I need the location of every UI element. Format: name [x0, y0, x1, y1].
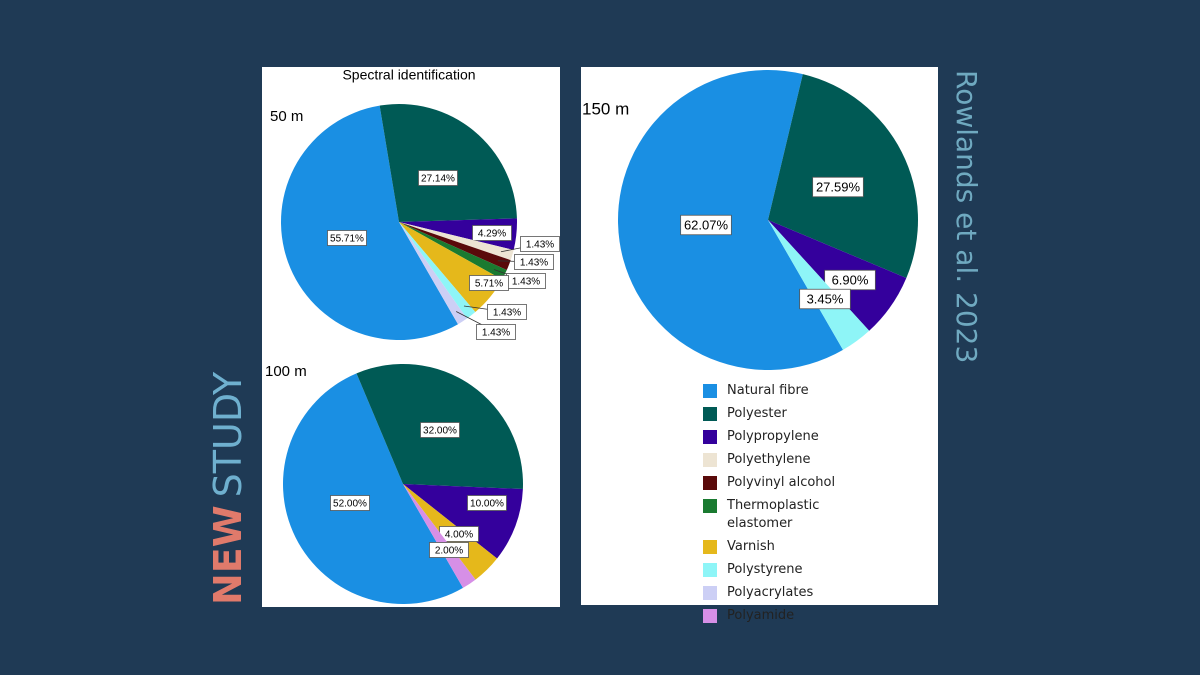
- legend-item: Polyacrylates: [703, 584, 843, 602]
- legend-swatch: [703, 563, 717, 577]
- data-label: 1.43%: [526, 240, 554, 251]
- pie-slice: [379, 104, 517, 222]
- legend-label: Polyvinyl alcohol: [727, 475, 836, 490]
- legend-swatch: [703, 430, 717, 444]
- label-box: [330, 495, 370, 511]
- legend-item: Polyester: [703, 405, 843, 423]
- data-label: 1.43%: [520, 258, 548, 269]
- label-box: [467, 495, 507, 511]
- chart-subtitle: 150 m: [582, 99, 629, 118]
- legend-item: Polystyrene: [703, 561, 843, 579]
- label-box: [327, 230, 367, 246]
- legend: Natural fibre Polyester Polypropylene Polye…: [703, 382, 843, 630]
- legend-label: Polystyrene: [727, 562, 803, 577]
- new-label: NEW: [206, 505, 250, 605]
- label-box: [420, 422, 460, 438]
- legend-label: Natural fibre: [727, 383, 809, 398]
- legend-swatch: [703, 384, 717, 398]
- data-label: 52.00%: [333, 499, 367, 510]
- label-box: [469, 275, 509, 291]
- pie-slice: [403, 484, 476, 588]
- legend-swatch: [703, 586, 717, 600]
- pie-slice: [768, 220, 870, 350]
- data-label: 4.00%: [445, 530, 473, 541]
- label-box: [487, 304, 527, 320]
- label-box: [812, 176, 864, 198]
- label-box: [799, 288, 851, 310]
- data-label: 1.43%: [512, 277, 540, 288]
- legend-swatch: [703, 453, 717, 467]
- data-label: 4.29%: [478, 229, 506, 240]
- data-label: 3.45%: [807, 291, 844, 306]
- label-box: [514, 254, 554, 270]
- legend-swatch: [703, 499, 717, 513]
- data-label: 32.00%: [423, 426, 457, 437]
- data-label: 10.00%: [470, 499, 504, 510]
- legend-item: Natural fibre: [703, 382, 843, 400]
- legend-item: Polyethylene: [703, 451, 843, 469]
- label-box: [476, 324, 516, 340]
- slide-label: NEW STUDY: [206, 371, 250, 605]
- citation: Rowlands et al. 2023: [950, 70, 983, 363]
- pie-slice: [399, 222, 507, 280]
- data-label: 27.59%: [816, 179, 861, 194]
- legend-label: Varnish: [727, 539, 775, 554]
- legend-item: Polypropylene: [703, 428, 843, 446]
- pie-slice: [281, 105, 458, 340]
- label-box: [429, 542, 469, 558]
- legend-item: Varnish: [703, 538, 843, 556]
- pie-slice: [282, 373, 463, 605]
- legend-label: Polyethylene: [727, 452, 811, 467]
- label-box: [680, 214, 732, 236]
- chart-subtitle: 50 m: [270, 108, 303, 125]
- legend-label: Polyamide: [727, 608, 795, 623]
- pie-slice: [399, 222, 511, 270]
- data-label: 62.07%: [684, 217, 729, 232]
- legend-item: Thermoplastic elastomer: [703, 497, 843, 533]
- study-label: STUDY: [206, 371, 250, 497]
- data-label: 5.71%: [475, 279, 503, 290]
- pie-slice: [399, 222, 476, 319]
- data-label: 27.14%: [421, 174, 455, 185]
- data-label: 55.71%: [330, 234, 364, 245]
- pie-slice: [399, 222, 514, 261]
- data-label: 1.43%: [493, 308, 521, 319]
- pie-slice: [399, 222, 467, 325]
- legend-swatch: [703, 476, 717, 490]
- legend-swatch: [703, 609, 717, 623]
- legend-label: Thermoplastic elastomer: [727, 498, 820, 531]
- legend-label: Polyacrylates: [727, 585, 814, 600]
- label-box: [520, 236, 560, 252]
- legend-item: Polyvinyl alcohol: [703, 474, 843, 492]
- legend-swatch: [703, 407, 717, 421]
- legend-item: Polyamide: [703, 607, 843, 625]
- pie-slice: [768, 74, 918, 278]
- chart-title: Spectral identification: [342, 67, 475, 83]
- data-label: 6.90%: [832, 272, 869, 287]
- legend-label: Polypropylene: [727, 429, 819, 444]
- label-box: [418, 170, 458, 186]
- legend-label: Polyester: [727, 406, 787, 421]
- data-label: 2.00%: [435, 546, 463, 557]
- data-label: 1.43%: [482, 328, 510, 339]
- legend-swatch: [703, 540, 717, 554]
- label-box: [472, 225, 512, 241]
- chart-subtitle: 100 m: [265, 363, 307, 380]
